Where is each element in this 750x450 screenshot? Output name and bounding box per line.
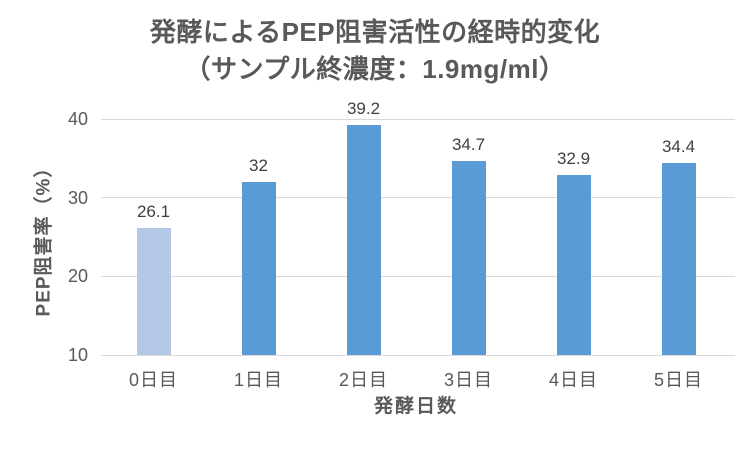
y-tick-label: 10 — [67, 345, 88, 365]
gridline-y-30 — [101, 197, 735, 199]
bar-3日目 — [451, 160, 486, 355]
chart-title: 発酵によるPEP阻害活性の経時的変化 （サンプル終濃度：1.9mg/ml） — [0, 14, 750, 88]
y-axis-title: PEP阻害率（%） — [33, 157, 55, 317]
x-tick-label: 5日目 — [653, 370, 703, 390]
x-axis-title: 発酵日数 — [373, 396, 458, 417]
x-tick-label: 1日目 — [233, 370, 283, 390]
bar-1日目 — [241, 181, 276, 355]
x-tick-label: 2日目 — [338, 370, 388, 390]
x-tick-label: 4日目 — [548, 370, 598, 390]
bar-value-label: 32 — [249, 155, 268, 175]
bar-value-label: 34.4 — [661, 137, 696, 157]
bar-5日目 — [661, 163, 696, 355]
chart-title-line2: （サンプル終濃度：1.9mg/ml） — [184, 54, 566, 84]
chart-title-line1: 発酵によるPEP阻害活性の経時的変化 — [149, 17, 601, 47]
bar-value-label: 32.9 — [556, 148, 591, 168]
bar-2日目 — [346, 125, 381, 355]
y-tick-label: 20 — [67, 266, 88, 287]
bar-4日目 — [556, 174, 591, 355]
x-tick-label: 3日目 — [443, 370, 493, 390]
plot-area: 10 20 30 40 26.1 0日目 32 1日目 39.2 2日目 34.7 3日目 32.9 4日… — [68, 99, 735, 390]
gridline-y-10 — [101, 354, 735, 356]
gridline-y-40 — [101, 118, 735, 120]
y-tick-label: 40 — [67, 109, 88, 129]
bar-value-label: 34.7 — [451, 134, 486, 154]
gridline-y-20 — [101, 275, 735, 277]
bar-value-label: 26.1 — [136, 202, 171, 222]
x-tick-label: 0日目 — [128, 370, 178, 390]
bar-0日目 — [136, 228, 171, 355]
bar-value-label: 39.2 — [346, 99, 381, 119]
y-tick-label: 30 — [67, 187, 88, 208]
